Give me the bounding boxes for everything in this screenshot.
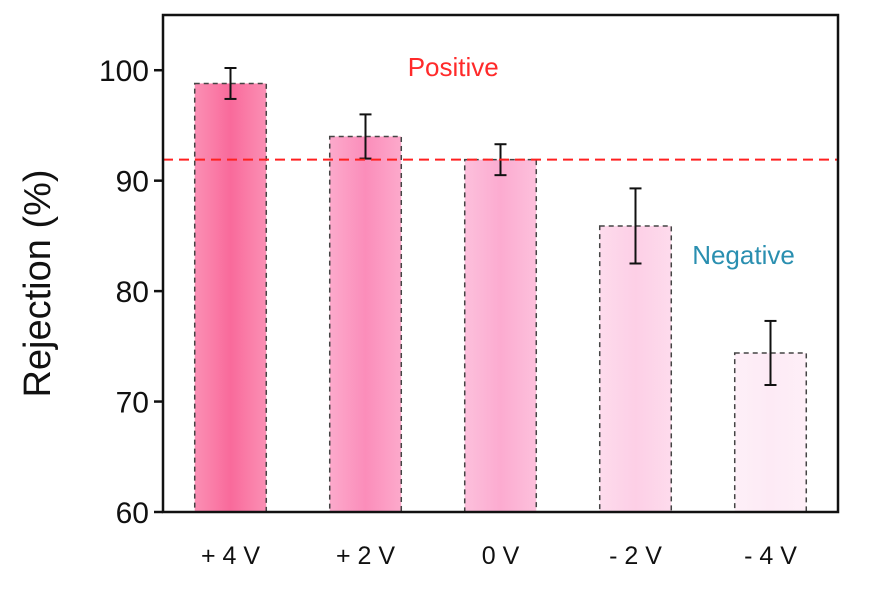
bar-2 xyxy=(328,135,403,513)
y-tick-label: 90 xyxy=(116,166,149,199)
bar-4 xyxy=(598,225,673,513)
error-bar-5 xyxy=(764,319,777,386)
error-bars-layer xyxy=(224,67,777,386)
positive-annotation: Positive xyxy=(408,52,499,82)
y-axis-title: Rejection (%) xyxy=(17,169,59,397)
bars-layer xyxy=(193,82,808,513)
x-tick-label: + 2 V xyxy=(336,542,395,570)
y-axis: 60 70 80 90 100 xyxy=(99,55,163,530)
x-tick-label: - 2 V xyxy=(609,542,662,570)
y-tick-label: 60 xyxy=(116,497,149,530)
y-tick-label: 80 xyxy=(116,276,149,309)
x-tick-label: + 4 V xyxy=(201,542,260,570)
y-tick-label: 100 xyxy=(99,55,149,88)
x-axis: + 4 V + 2 V 0 V - 2 V - 4 V xyxy=(201,542,797,570)
y-tick-label: 70 xyxy=(116,387,149,420)
error-bar-2 xyxy=(359,113,372,160)
bar-3 xyxy=(463,158,538,513)
x-tick-label: - 4 V xyxy=(744,542,797,570)
bar-1 xyxy=(193,82,268,513)
x-tick-label: 0 V xyxy=(482,542,520,570)
error-bar-4 xyxy=(629,187,642,265)
negative-annotation: Negative xyxy=(692,240,795,270)
error-bar-1 xyxy=(224,67,237,100)
plot-frame xyxy=(161,13,840,514)
